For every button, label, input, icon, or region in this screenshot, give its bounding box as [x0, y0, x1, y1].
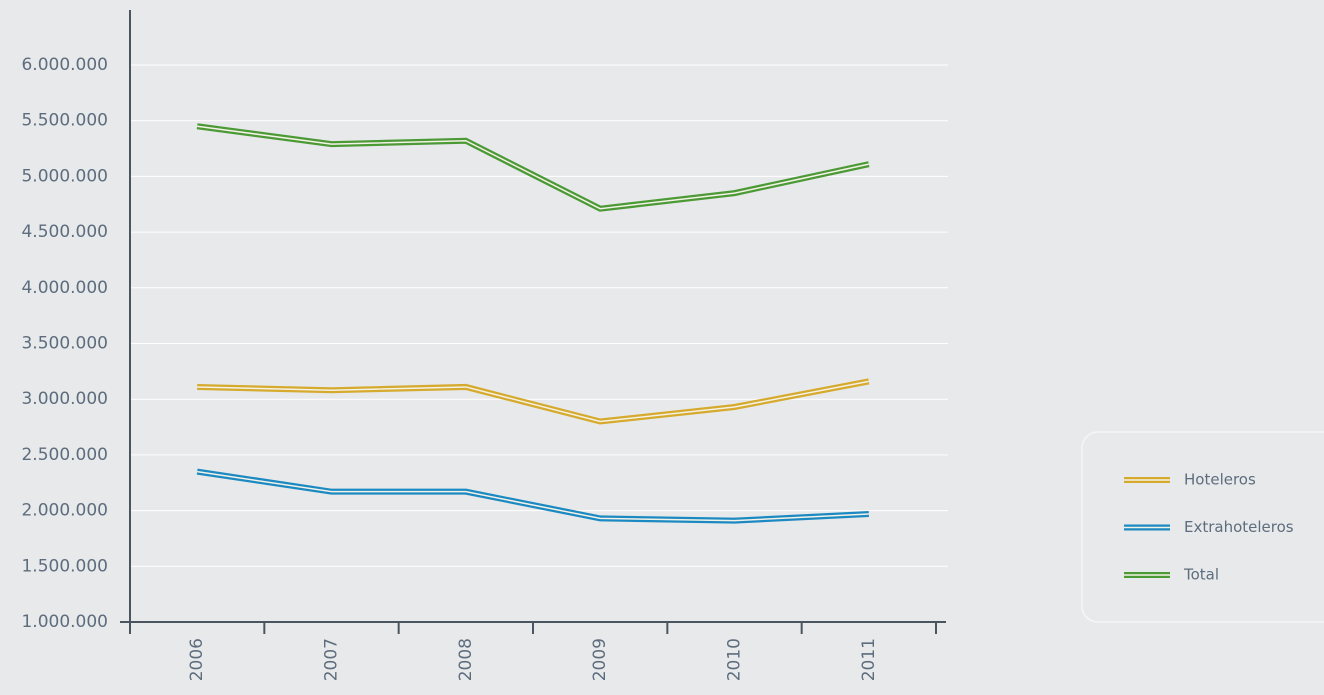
legend-box — [1081, 431, 1324, 623]
x-tick-label: 2008 — [456, 638, 476, 681]
y-tick-label: 5.000.000 — [21, 166, 108, 186]
y-tick-label: 4.000.000 — [21, 278, 108, 298]
x-tick-label: 2007 — [322, 638, 342, 681]
series-line — [197, 378, 870, 425]
x-tick-label: 2009 — [590, 638, 610, 681]
y-tick-label: 3.500.000 — [21, 334, 108, 354]
y-tick-label: 3.000.000 — [21, 389, 108, 409]
x-tick-label: 2010 — [725, 638, 745, 681]
y-tick-label: 1.500.000 — [21, 556, 108, 576]
series-line-inner — [197, 380, 869, 423]
x-tick-label: 2006 — [187, 638, 207, 681]
y-tick-label: 5.500.000 — [21, 111, 108, 131]
legend-label: Hoteleros — [1184, 471, 1256, 489]
y-tick-label: 2.500.000 — [21, 445, 108, 465]
y-tick-label: 2.000.000 — [21, 501, 108, 521]
series-line-inner — [197, 125, 869, 210]
x-tick-label: 2011 — [859, 638, 879, 681]
series-line — [196, 123, 870, 212]
legend-label: Total — [1183, 566, 1219, 584]
legend-label: Extrahoteleros — [1184, 518, 1294, 536]
series-line-inner — [197, 470, 869, 522]
y-tick-label: 1.000.000 — [21, 612, 108, 632]
y-tick-label: 4.500.000 — [21, 222, 108, 242]
series-line — [196, 468, 869, 524]
y-tick-label: 6.000.000 — [21, 55, 108, 75]
